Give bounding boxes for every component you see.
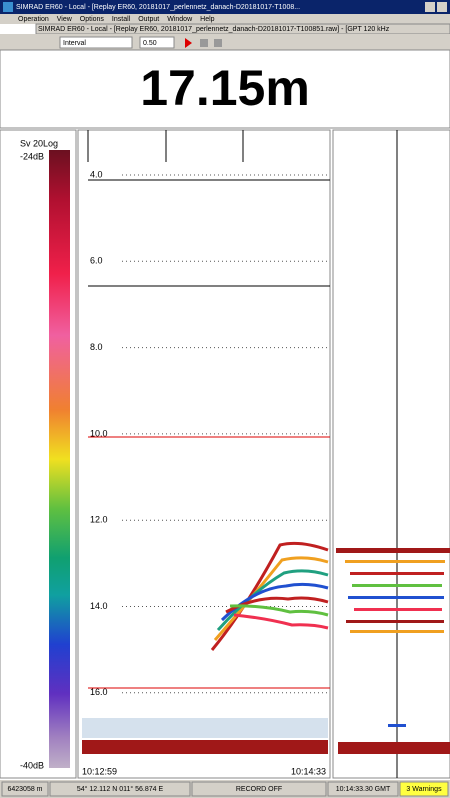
menu-item[interactable]: Install: [112, 16, 131, 23]
color-scale-bottom: -40dB: [20, 760, 44, 770]
depth-label: 16.0: [90, 687, 108, 697]
mode-value: Interval: [63, 40, 86, 47]
minimize-button[interactable]: [425, 2, 435, 12]
window-title: SIMRAD ER60 - Local - [Replay ER60, 2018…: [16, 4, 300, 11]
near-bottom-noise: [82, 718, 328, 738]
depth-label: 6.0: [90, 256, 103, 266]
app-icon: [3, 2, 13, 12]
toolbar-button[interactable]: [214, 39, 222, 47]
document-title: SIMRAD ER60 - Local - [Replay ER60, 2018…: [38, 26, 390, 33]
menu-item[interactable]: Window: [167, 16, 193, 23]
color-scale-top: -24dB: [20, 151, 44, 161]
color-scale-bar: [49, 150, 70, 768]
color-scale-title: Sv 20Log: [20, 138, 58, 148]
menu-item[interactable]: Output: [138, 16, 159, 23]
depth-label: 4.0: [90, 169, 103, 179]
menu-item[interactable]: Help: [200, 16, 215, 23]
status-text: 6423058 m: [7, 786, 42, 793]
time-end: 10:14:33: [291, 766, 326, 776]
application-window: SIMRAD ER60 - Local - [Replay ER60, 2018…: [0, 0, 450, 798]
echogram-panel: [78, 130, 330, 778]
seabed-echo: [82, 740, 328, 754]
interval-value: 0.50: [143, 40, 157, 47]
menu-item[interactable]: View: [57, 16, 73, 23]
depth-label: 10.0: [90, 428, 108, 438]
status-text: 54° 12.112 N 011° 56.874 E: [77, 785, 164, 793]
depth-label: 8.0: [90, 342, 103, 352]
status-text: 3 Warnings: [406, 786, 442, 793]
maximize-button[interactable]: [437, 2, 447, 12]
time-start: 10:12:59: [82, 766, 117, 776]
menu-item[interactable]: Operation: [18, 16, 49, 23]
depth-label: 12.0: [90, 515, 108, 525]
depth-value: 17.15m: [140, 60, 310, 116]
toolbar-button[interactable]: [200, 39, 208, 47]
menu-item[interactable]: Options: [80, 16, 105, 23]
depth-label: 14.0: [90, 601, 108, 611]
status-text: 10:14:33.30 GMT: [336, 786, 391, 793]
status-text: RECORD OFF: [236, 786, 282, 793]
single-ping-panel: [333, 130, 450, 778]
